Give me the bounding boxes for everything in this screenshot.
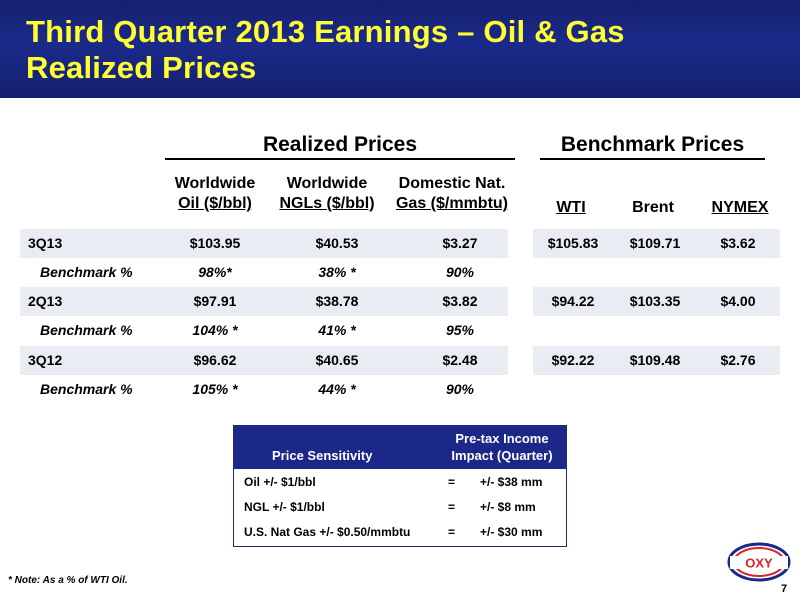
benchmark-prices-heading: Benchmark Prices	[560, 133, 745, 156]
oil-value: 104% *	[192, 322, 238, 338]
nymex-value: $2.76	[720, 352, 756, 368]
col-header-oil-line-2: Oil ($/bbl)	[178, 195, 252, 212]
sensitivity-item: NGL +/- $1/bbl	[244, 500, 325, 514]
col-header-brent-label: Brent	[632, 199, 674, 216]
page-number: 7	[781, 583, 788, 595]
table-row-2q13-benchmark: Benchmark % 104% * 41% * 95%	[20, 316, 508, 345]
logo-ring-outer	[727, 542, 791, 582]
table-row-3q12: 3Q12 $96.62 $40.65 $2.48	[20, 346, 508, 375]
gas-value: 90%	[445, 381, 475, 397]
col-header-gas: Domestic Nat. Gas ($/mmbtu)	[386, 174, 518, 214]
slide-header-banner: Third Quarter 2013 Earnings – Oil & Gas …	[0, 0, 800, 98]
gas-value: $2.48	[442, 352, 478, 368]
ngl-value: 44% *	[318, 381, 356, 397]
ngl-value: $38.78	[315, 293, 359, 309]
benchmark-prices-rule	[540, 158, 765, 160]
brent-value: $103.35	[629, 293, 681, 309]
logo-text: OXY	[745, 556, 773, 571]
ngl-value: $40.53	[315, 235, 359, 251]
wti-value: $94.22	[551, 293, 595, 309]
table-row-3q13-benchmark: Benchmark % 98%* 38% * 90%	[20, 258, 508, 287]
col-header-ngl-line-1: Worldwide	[286, 175, 368, 192]
nymex-value: $4.00	[720, 293, 756, 309]
row-label: Benchmark %	[40, 264, 133, 280]
price-sensitivity-header: Price Sensitivity Pre-tax Income Impact …	[234, 426, 566, 469]
brent-value: $109.48	[629, 352, 681, 368]
nymex-value: $3.62	[720, 235, 756, 251]
ngl-value: $40.65	[315, 352, 359, 368]
wti-value: $105.83	[547, 235, 599, 251]
gas-value: 90%	[445, 264, 475, 280]
wti-value: $92.22	[551, 352, 595, 368]
sensitivity-equals: =	[448, 475, 456, 489]
gas-value: 95%	[445, 322, 475, 338]
col-header-brent: Brent	[618, 198, 688, 218]
col-header-gas-line-1: Domestic Nat.	[398, 175, 506, 192]
col-header-oil: Worldwide Oil ($/bbl)	[160, 174, 270, 214]
gas-value: $3.27	[442, 235, 478, 251]
realized-prices-heading: Realized Prices	[262, 133, 418, 156]
oil-value: $97.91	[193, 293, 237, 309]
col-header-wti: WTI	[540, 198, 602, 218]
realized-prices-rule	[165, 158, 515, 160]
brent-value: $109.71	[629, 235, 681, 251]
sensitivity-row-gas: U.S. Nat Gas +/- $0.50/mmbtu = +/- $30 m…	[234, 520, 566, 545]
price-sensitivity-col-2: Pre-tax Income Impact (Quarter)	[442, 430, 562, 464]
sensitivity-item: U.S. Nat Gas +/- $0.50/mmbtu	[244, 525, 411, 539]
footnote: * Note: As a % of WTI Oil.	[8, 575, 128, 586]
col-header-nymex: NYMEX	[700, 198, 780, 218]
oil-value: $103.95	[189, 235, 241, 251]
oxy-logo: OXY	[727, 542, 791, 582]
logo-text-band	[730, 556, 788, 569]
row-label: 2Q13	[28, 293, 63, 309]
row-label: 3Q13	[28, 235, 63, 251]
sensitivity-equals: =	[448, 500, 456, 514]
sensitivity-row-ngl: NGL +/- $1/bbl = +/- $8 mm	[234, 495, 566, 520]
sensitivity-row-oil: Oil +/- $1/bbl = +/- $38 mm	[234, 470, 566, 495]
slide-title-line-1: Third Quarter 2013 Earnings – Oil & Gas	[26, 14, 625, 49]
sensitivity-impact: +/- $30 mm	[480, 525, 543, 539]
row-label: 3Q12	[28, 352, 63, 368]
col-header-ngl: Worldwide NGLs ($/bbl)	[268, 174, 386, 214]
row-label: Benchmark %	[40, 381, 133, 397]
slide-title: Third Quarter 2013 Earnings – Oil & Gas …	[26, 14, 625, 86]
col-header-wti-label: WTI	[556, 199, 586, 216]
benchmark-row-3q12: $92.22 $109.48 $2.76	[533, 346, 780, 375]
ngl-value: 38% *	[318, 264, 356, 280]
oil-value: 105% *	[192, 381, 238, 397]
sensitivity-impact: +/- $8 mm	[480, 500, 536, 514]
table-row-3q12-benchmark: Benchmark % 105% * 44% * 90%	[20, 375, 508, 404]
price-sensitivity-col-1: Price Sensitivity	[272, 448, 373, 463]
table-row-3q13: 3Q13 $103.95 $40.53 $3.27	[20, 229, 508, 258]
sensitivity-item: Oil +/- $1/bbl	[244, 475, 316, 489]
benchmark-row-2q13: $94.22 $103.35 $4.00	[533, 287, 780, 316]
price-sensitivity-col-2-line-2: Impact (Quarter)	[451, 448, 553, 463]
price-sensitivity-col-2-line-1: Pre-tax Income	[455, 431, 549, 446]
col-header-ngl-line-2: NGLs ($/bbl)	[279, 195, 375, 212]
oil-value: $96.62	[193, 352, 237, 368]
gas-value: $3.82	[442, 293, 478, 309]
price-sensitivity-table: Price Sensitivity Pre-tax Income Impact …	[233, 425, 567, 547]
slide-title-line-2: Realized Prices	[26, 50, 257, 85]
ngl-value: 41% *	[318, 322, 356, 338]
row-label: Benchmark %	[40, 322, 133, 338]
table-row-2q13: 2Q13 $97.91 $38.78 $3.82	[20, 287, 508, 316]
sensitivity-impact: +/- $38 mm	[480, 475, 543, 489]
col-header-nymex-label: NYMEX	[711, 199, 769, 216]
col-header-oil-line-1: Worldwide	[174, 175, 256, 192]
sensitivity-equals: =	[448, 525, 456, 539]
col-header-gas-line-2: Gas ($/mmbtu)	[395, 195, 508, 212]
oil-value: 98%*	[198, 264, 232, 280]
benchmark-row-3q13: $105.83 $109.71 $3.62	[533, 229, 780, 258]
